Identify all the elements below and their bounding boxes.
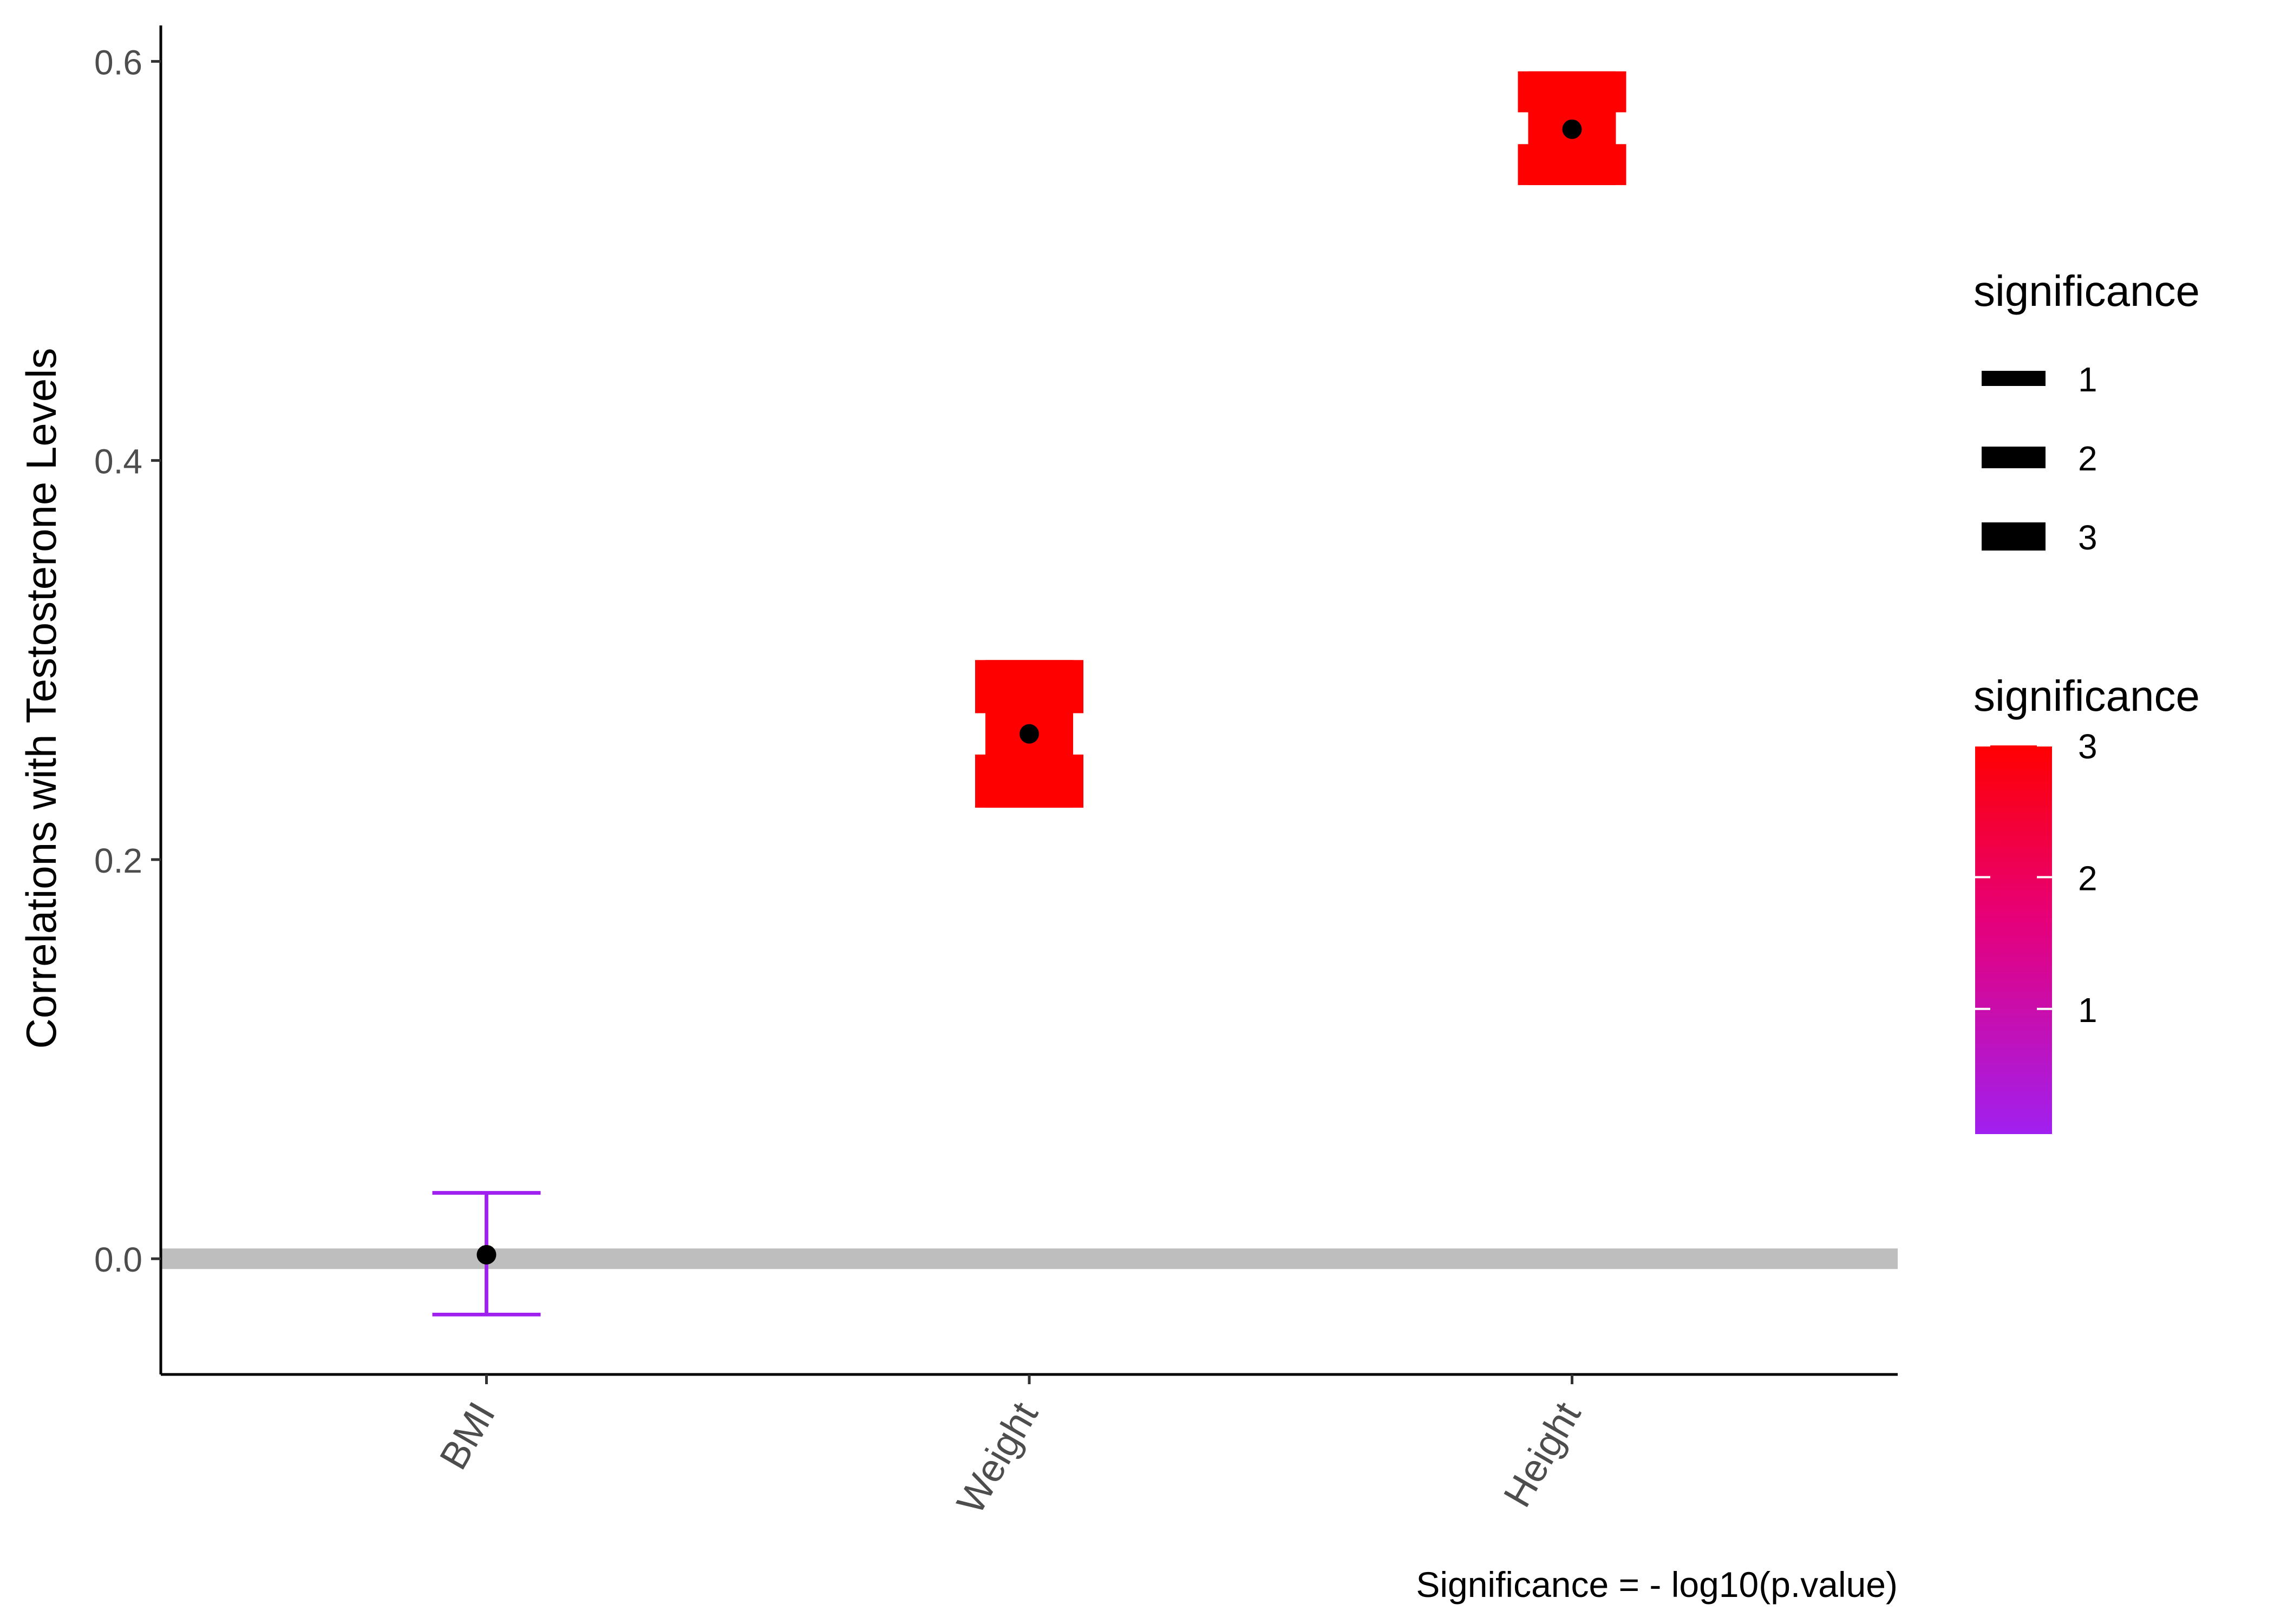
colorbar-tick-label: 3 [2078, 727, 2097, 766]
y-tick-label: 0.4 [94, 442, 142, 481]
colorbar-tick-label: 2 [2078, 859, 2097, 898]
colorbar-ticks: 1 2 3 [1975, 727, 2097, 1030]
point-height [1562, 119, 1582, 139]
size-legend-key-1 [1982, 371, 2046, 386]
color-legend: significance 1 2 3 [1974, 672, 2200, 1134]
size-legend-label: 1 [2078, 360, 2097, 399]
x-tick-label-height: Height [1495, 1395, 1589, 1514]
y-tick-label: 0.2 [94, 841, 142, 880]
x-tick-label-weight: Weight [949, 1395, 1047, 1521]
caption: Significance = - log10(p.value) [1416, 1564, 1898, 1605]
size-legend-key-3 [1982, 522, 2046, 551]
y-axis-ticks: 0.0 0.2 0.4 0.6 [94, 43, 161, 1279]
size-legend-title: significance [1974, 267, 2200, 315]
point-weight [1020, 724, 1039, 744]
color-legend-title: significance [1974, 672, 2200, 720]
size-legend: significance 1 2 3 [1974, 267, 2200, 557]
y-tick-label: 0.0 [94, 1240, 142, 1279]
errorbar-bmi [432, 1191, 541, 1317]
size-legend-keys: 1 2 3 [1982, 360, 2097, 557]
colorbar-tick-label: 1 [2078, 991, 2097, 1030]
y-tick-label: 0.6 [94, 43, 142, 82]
size-legend-label: 2 [2078, 439, 2097, 478]
errorbar-height [1518, 71, 1626, 185]
y-axis-title: Correlations with Testosterone Levels [17, 348, 65, 1049]
x-axis-ticks: BMI Weight Height [432, 1374, 1589, 1521]
size-legend-label: 3 [2078, 518, 2097, 557]
point-bmi [476, 1245, 496, 1265]
colorbar [1975, 745, 2052, 1134]
plot-area [161, 71, 1898, 1317]
x-tick-label-bmi: BMI [432, 1395, 504, 1477]
size-legend-key-2 [1982, 447, 2046, 468]
errorbar-weight [975, 660, 1083, 808]
